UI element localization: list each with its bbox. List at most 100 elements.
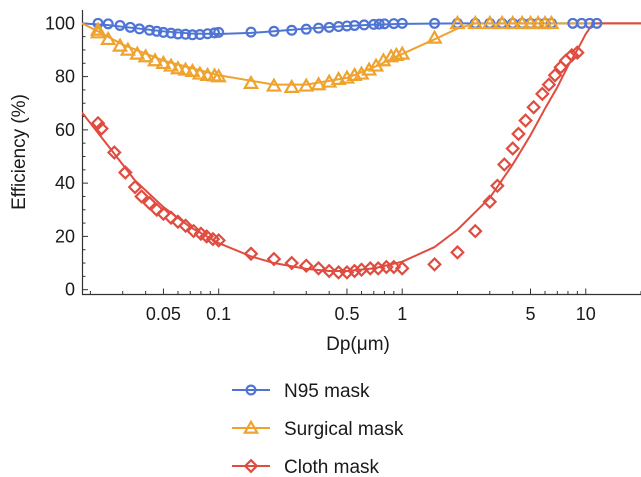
surgical-mask-point xyxy=(522,14,539,30)
surgical-mask-point xyxy=(310,76,327,91)
n95-mask-point xyxy=(209,27,221,39)
surgical-mask-point xyxy=(394,45,411,60)
surgical-mask-point xyxy=(265,77,283,92)
n95-mask-point xyxy=(114,19,126,31)
surgical-mask-point xyxy=(467,14,484,30)
cloth-mask-point xyxy=(311,261,326,276)
surgical-mask-point xyxy=(283,78,300,93)
surgical-mask-fit-line xyxy=(82,22,641,86)
surgical-mask-point xyxy=(481,14,498,30)
surgical-mask-point xyxy=(177,61,194,76)
cloth-mask-point xyxy=(564,47,580,63)
n95-mask-point xyxy=(245,26,257,38)
x-tick-label: 0.1 xyxy=(206,304,231,324)
n95-mask-point xyxy=(186,29,198,41)
n95-mask-point xyxy=(202,28,214,40)
surgical-mask-point xyxy=(426,29,443,44)
n95-mask-point xyxy=(133,23,145,35)
cloth-mask-point xyxy=(321,263,337,279)
cloth-mask-point xyxy=(127,179,143,195)
cloth-mask-point xyxy=(186,223,201,239)
legend-marker xyxy=(245,384,257,396)
cloth-mask-point xyxy=(569,45,585,60)
cloth-mask-point xyxy=(211,233,227,248)
cloth-mask-point xyxy=(178,218,193,234)
legend-label: Cloth mask xyxy=(284,457,380,477)
surgical-mask-point xyxy=(242,74,260,89)
cloth-mask-point xyxy=(90,115,106,131)
cloth-mask-point xyxy=(94,121,109,136)
axes xyxy=(81,10,641,296)
n95-mask-point xyxy=(591,17,603,29)
n95-mask-point xyxy=(300,23,312,35)
cloth-mask-point xyxy=(347,263,362,279)
cloth-mask-point xyxy=(142,195,157,211)
surgical-mask-point xyxy=(191,65,208,80)
n95-mask-point xyxy=(373,18,385,30)
n95-mask-point xyxy=(157,26,169,38)
n95-mask-point xyxy=(286,24,298,36)
cloth-mask-point xyxy=(427,257,442,272)
cloth-mask-point xyxy=(541,77,557,92)
surgical-mask-point xyxy=(137,48,154,63)
surgical-mask-points xyxy=(89,14,560,93)
cloth-mask-point xyxy=(394,261,410,276)
surgical-mask-point xyxy=(504,14,521,30)
surgical-mask-point xyxy=(298,77,315,92)
cloth-mask-point xyxy=(386,259,402,275)
cloth-mask-point xyxy=(534,86,550,102)
n95-mask-point xyxy=(313,22,325,34)
cloth-mask-point xyxy=(496,157,512,172)
surgical-mask-point xyxy=(169,60,187,75)
n95-mask-point xyxy=(144,24,156,36)
n95-mask-point xyxy=(396,17,408,29)
cloth-mask-point xyxy=(518,113,533,128)
n95-mask-point xyxy=(172,28,184,40)
surgical-mask-point xyxy=(162,57,180,72)
cloth-mask-point xyxy=(156,206,171,222)
surgical-mask-point xyxy=(493,14,511,30)
surgical-mask-point xyxy=(543,14,560,30)
x-tick-label: 10 xyxy=(576,304,596,324)
surgical-mask-point xyxy=(100,30,117,46)
cloth-mask-point xyxy=(117,165,133,180)
n95-mask-point xyxy=(102,18,114,30)
legend-item-surgical-mask: Surgical mask xyxy=(232,419,404,440)
data-markers xyxy=(89,14,603,280)
x-axis-title: Dp(μm) xyxy=(326,334,390,355)
surgical-mask-point xyxy=(210,68,227,83)
surgical-mask-point xyxy=(111,37,129,52)
y-tick-label: 40 xyxy=(55,173,75,193)
y-tick-label: 0 xyxy=(65,280,75,300)
x-ticks: 0.05 0.1 0.5 1 5 10 xyxy=(89,288,641,324)
x-tick-label: 0.05 xyxy=(146,304,181,324)
surgical-mask-point xyxy=(119,41,136,56)
cloth-mask-point xyxy=(149,202,165,218)
legend-item-n95-mask: N95 mask xyxy=(232,381,370,402)
n95-mask-point xyxy=(180,28,192,40)
cloth-mask-point xyxy=(467,223,483,239)
legend-marker xyxy=(243,458,259,474)
surgical-mask-point xyxy=(383,48,400,63)
legend: N95 mask Surgical mask Cloth mask xyxy=(232,381,404,477)
cloth-mask-point xyxy=(482,194,498,210)
surgical-mask-point xyxy=(449,14,466,30)
cloth-mask-point xyxy=(284,255,300,271)
cloth-mask-points xyxy=(90,45,585,280)
cloth-mask-point xyxy=(266,251,282,267)
cloth-mask-point xyxy=(163,210,179,226)
x-tick-label: 0.5 xyxy=(334,304,359,324)
surgical-mask-point xyxy=(146,52,164,67)
cloth-mask-point xyxy=(547,67,563,83)
n95-mask-point xyxy=(213,26,225,38)
x-tick-label: 1 xyxy=(397,304,407,324)
surgical-mask-point xyxy=(155,54,172,70)
cloth-mask-point xyxy=(505,141,521,156)
n95-mask-point xyxy=(368,18,380,30)
surgical-mask-point xyxy=(184,62,201,78)
n95-mask-point xyxy=(584,17,596,29)
cloth-mask-point xyxy=(134,189,149,204)
cloth-mask-point xyxy=(511,126,526,142)
cloth-mask-point xyxy=(450,245,465,260)
